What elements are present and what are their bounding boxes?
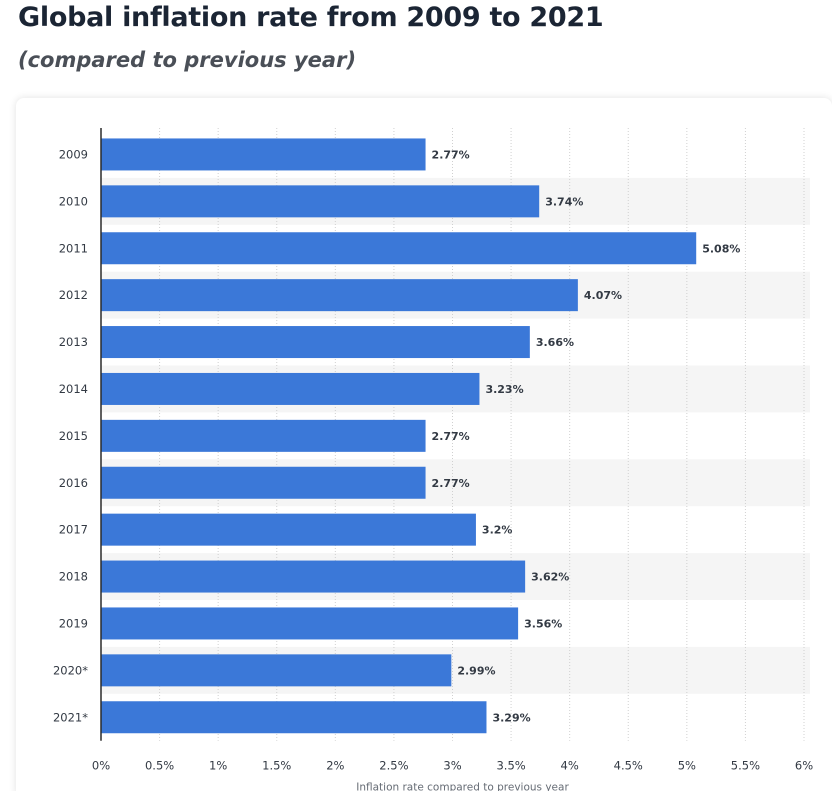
bar-2018[interactable] <box>101 560 526 593</box>
data-label: 3.56% <box>524 617 562 630</box>
data-label: 3.62% <box>531 571 569 584</box>
bar-2010[interactable] <box>101 185 540 218</box>
bar-2009[interactable] <box>101 138 426 171</box>
bar-2017[interactable] <box>101 513 476 546</box>
bar-2021[interactable] <box>101 701 487 734</box>
data-label: 2.99% <box>457 664 495 677</box>
x-tick-label: 1% <box>209 759 227 773</box>
bar-2013[interactable] <box>101 326 530 359</box>
bar-2016[interactable] <box>101 466 426 499</box>
data-label: 2.77% <box>432 148 470 161</box>
x-tick-label: 0.5% <box>145 759 174 773</box>
data-label: 4.07% <box>584 289 622 302</box>
data-label: 2.77% <box>432 430 470 443</box>
bar-2020[interactable] <box>101 654 452 687</box>
y-tick-label: 2017 <box>59 523 88 537</box>
y-tick-label: 2020* <box>53 663 88 677</box>
y-tick-label: 2010 <box>59 194 88 208</box>
y-tick-label: 2018 <box>59 570 88 584</box>
data-label: 3.23% <box>485 383 523 396</box>
x-tick-label: 6% <box>795 759 813 773</box>
page-subtitle: (compared to previous year) <box>18 48 357 72</box>
data-label: 3.2% <box>482 524 513 537</box>
x-tick-label: 0% <box>92 759 110 773</box>
page-title: Global inflation rate from 2009 to 2021 <box>18 2 604 33</box>
bar-2015[interactable] <box>101 419 426 452</box>
chart-card: 2.77% 2009 3.74% 2010 5.08% 2011 4.07% 2012 3.66… <box>16 98 832 791</box>
x-tick-label: 5% <box>678 759 696 773</box>
x-tick-label: 4% <box>561 759 579 773</box>
y-tick-label: 2009 <box>59 147 88 161</box>
x-tick-label: 2.5% <box>379 759 408 773</box>
bar-2012[interactable] <box>101 279 578 312</box>
y-tick-label: 2012 <box>59 288 88 302</box>
x-tick-label: 2% <box>326 759 344 773</box>
data-label: 3.74% <box>545 195 583 208</box>
bar-2011[interactable] <box>101 232 697 265</box>
y-tick-label: 2016 <box>59 476 88 490</box>
bar-2014[interactable] <box>101 372 480 405</box>
data-label: 5.08% <box>702 242 740 255</box>
x-tick-label: 1.5% <box>262 759 291 773</box>
y-tick-label: 2011 <box>59 241 88 255</box>
y-tick-label: 2013 <box>59 335 88 349</box>
y-tick-label: 2021* <box>53 710 88 724</box>
y-tick-label: 2015 <box>59 429 88 443</box>
y-tick-label: 2014 <box>59 382 88 396</box>
data-label: 2.77% <box>432 477 470 490</box>
x-tick-label: 3.5% <box>496 759 525 773</box>
y-tick-label: 2019 <box>59 616 88 630</box>
x-tick-label: 3% <box>443 759 461 773</box>
bar-chart: 2.77% 2009 3.74% 2010 5.08% 2011 4.07% 2012 3.66… <box>53 128 813 791</box>
bar-2019[interactable] <box>101 607 519 640</box>
x-tick-label: 4.5% <box>614 759 643 773</box>
data-label: 3.66% <box>536 336 574 349</box>
x-axis-title: Inflation rate compared to previous year <box>356 782 569 791</box>
x-tick-label: 5.5% <box>731 759 760 773</box>
data-label: 3.29% <box>492 711 530 724</box>
